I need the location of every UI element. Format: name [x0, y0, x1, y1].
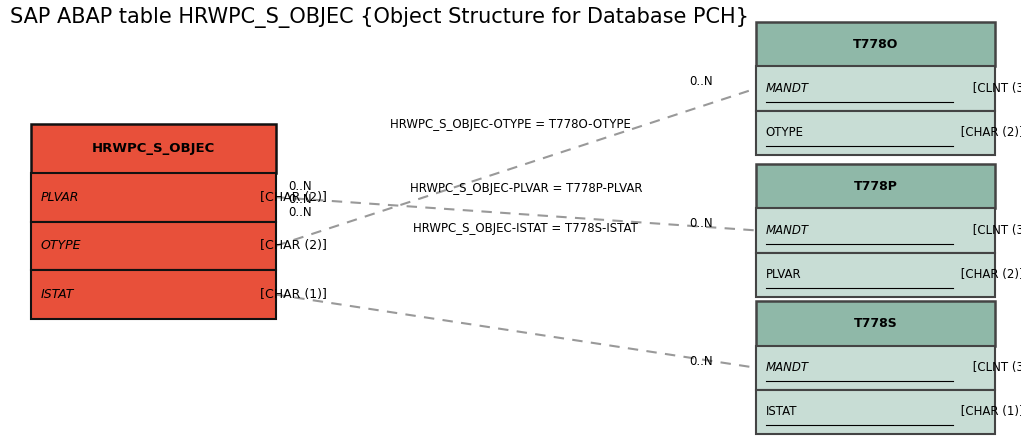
- Text: ISTAT: ISTAT: [766, 405, 797, 419]
- FancyBboxPatch shape: [31, 270, 276, 319]
- FancyBboxPatch shape: [756, 164, 995, 208]
- Text: [CLNT (3)]: [CLNT (3)]: [969, 224, 1021, 237]
- Text: HRWPC_S_OBJEC-PLVAR = T778P-PLVAR: HRWPC_S_OBJEC-PLVAR = T778P-PLVAR: [409, 182, 642, 195]
- Text: T778S: T778S: [854, 317, 897, 330]
- Text: 0..N: 0..N: [689, 217, 713, 230]
- FancyBboxPatch shape: [756, 301, 995, 346]
- Text: OTYPE: OTYPE: [41, 239, 82, 253]
- Text: HRWPC_S_OBJEC-ISTAT = T778S-ISTAT: HRWPC_S_OBJEC-ISTAT = T778S-ISTAT: [414, 222, 638, 235]
- Text: OTYPE: OTYPE: [766, 126, 804, 140]
- Text: [CHAR (1)]: [CHAR (1)]: [255, 288, 327, 301]
- Text: PLVAR: PLVAR: [41, 190, 80, 204]
- Text: HRWPC_S_OBJEC-OTYPE = T778O-OTYPE: HRWPC_S_OBJEC-OTYPE = T778O-OTYPE: [390, 117, 631, 131]
- Text: T778P: T778P: [854, 179, 897, 193]
- Text: [CHAR (1)]: [CHAR (1)]: [957, 405, 1021, 419]
- Text: SAP ABAP table HRWPC_S_OBJEC {Object Structure for Database PCH}: SAP ABAP table HRWPC_S_OBJEC {Object Str…: [10, 7, 749, 27]
- Text: [CHAR (2)]: [CHAR (2)]: [255, 239, 327, 253]
- Text: [CHAR (2)]: [CHAR (2)]: [255, 190, 327, 204]
- Text: MANDT: MANDT: [766, 361, 809, 374]
- FancyBboxPatch shape: [31, 173, 276, 222]
- FancyBboxPatch shape: [31, 124, 276, 173]
- FancyBboxPatch shape: [756, 22, 995, 66]
- Text: [CLNT (3)]: [CLNT (3)]: [969, 361, 1021, 374]
- FancyBboxPatch shape: [756, 208, 995, 253]
- Text: ISTAT: ISTAT: [41, 288, 75, 301]
- Text: HRWPC_S_OBJEC: HRWPC_S_OBJEC: [92, 142, 214, 155]
- Text: 0..N: 0..N: [288, 206, 311, 219]
- FancyBboxPatch shape: [756, 111, 995, 155]
- FancyBboxPatch shape: [756, 346, 995, 390]
- FancyBboxPatch shape: [756, 253, 995, 297]
- Text: 0..N: 0..N: [689, 354, 713, 368]
- Text: T778O: T778O: [853, 38, 898, 51]
- Text: 0..N: 0..N: [288, 179, 311, 193]
- Text: MANDT: MANDT: [766, 224, 809, 237]
- Text: PLVAR: PLVAR: [766, 268, 801, 281]
- Text: 0..N: 0..N: [689, 75, 713, 89]
- FancyBboxPatch shape: [756, 390, 995, 434]
- Text: MANDT: MANDT: [766, 82, 809, 95]
- Text: [CLNT (3)]: [CLNT (3)]: [969, 82, 1021, 95]
- FancyBboxPatch shape: [756, 66, 995, 111]
- Text: [CHAR (2)]: [CHAR (2)]: [957, 126, 1021, 140]
- FancyBboxPatch shape: [31, 222, 276, 270]
- Text: 0..N: 0..N: [288, 193, 311, 206]
- Text: [CHAR (2)]: [CHAR (2)]: [957, 268, 1021, 281]
